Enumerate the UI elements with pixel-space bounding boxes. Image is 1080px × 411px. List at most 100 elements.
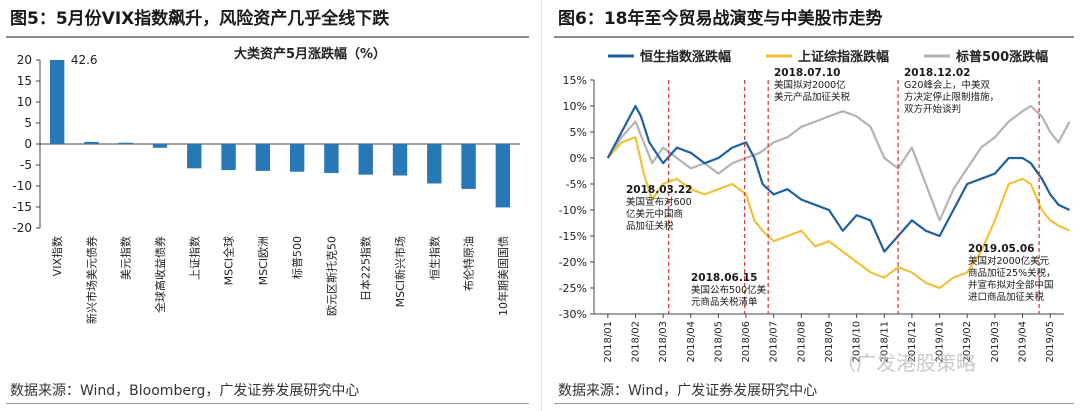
bar	[427, 144, 442, 184]
annotation-text: 美国拟对2000亿	[774, 79, 846, 91]
bar	[49, 60, 65, 144]
annotation-date: 2018.12.02	[904, 67, 970, 79]
left-figure-title: 图5：5月份VIX指数飙升，风险资产几乎全线下跌	[10, 9, 390, 29]
line-x-tick-label: 2019/03	[990, 321, 1001, 363]
line-y-tick-label: -10%	[559, 204, 587, 217]
bar-category-label: 标普500	[290, 236, 304, 279]
legend-label: 上证综指涨跌幅	[798, 49, 889, 65]
series-line	[606, 136, 1070, 290]
annotation-date: 2018.07.10	[774, 67, 840, 79]
bar-category-label: 全球高收益债券	[153, 236, 167, 313]
annotation-date: 2018.06.15	[691, 272, 757, 284]
line-y-tick-label: 0%	[570, 152, 587, 165]
annotation-text: 双方开始谈判	[904, 103, 961, 115]
bar-category-label: 欧元区斯托克50	[324, 236, 338, 316]
line-y-tick-label: -5%	[566, 178, 587, 191]
bar-chart-title: 大类资产5月涨跌幅（%）	[234, 46, 386, 62]
left-bottom-rule	[6, 403, 529, 404]
annotation-text: 品加征关税	[626, 220, 674, 232]
series-line	[606, 104, 1070, 253]
annotation-text: 商品加征25%关税，	[968, 267, 1056, 279]
annotation-date: 2018.03.22	[626, 184, 692, 196]
bar-category-label: VIX指数	[50, 236, 64, 276]
line-x-tick-label: 2018/11	[879, 321, 890, 363]
line-x-tick-label: 2019/01	[935, 321, 946, 363]
right-figure-title: 图6：18年至今贸易战演变与中美股市走势	[558, 9, 883, 29]
bar	[461, 144, 476, 189]
bar-category-label: MSCI全球	[222, 236, 236, 285]
bar-category-label: 恒生指数	[427, 236, 441, 280]
bar-category-label: 新兴市场美元债券	[84, 236, 98, 324]
bar-category-label: 上证指数	[187, 236, 201, 280]
line-x-tick-label: 2018/10	[852, 321, 863, 363]
line-x-tick-label: 2018/12	[907, 321, 918, 363]
bar-y-tick-label: -15	[12, 200, 32, 214]
right-source-note: 数据来源：Wind，广发证券发展研究中心	[558, 383, 818, 399]
bar	[84, 141, 99, 144]
bar-category-label: MSCI欧洲	[257, 236, 270, 285]
line-chart: 恒生指数涨跌幅 上证综指涨跌幅 标普500涨跌幅 15% 10% 5% 0% -5% -10% -…	[559, 49, 1071, 363]
line-x-tick-label: 2018/04	[686, 321, 697, 363]
line-x-tick-label: 2018/06	[741, 321, 752, 363]
right-bottom-rule	[554, 403, 1074, 404]
annotation-text: 美元产品加征关税	[774, 91, 851, 103]
bar-y-tick-label: 15	[17, 74, 32, 88]
annotation-text: 美国宣布对600	[626, 196, 692, 208]
bar-data-label: 42.6	[71, 53, 98, 67]
bar-category-label: 日本225指数	[359, 236, 373, 301]
bar-y-tick-label: 10	[17, 95, 32, 109]
legend-label: 恒生指数涨跌幅	[640, 49, 731, 65]
annotation-text: 元商品关税清单	[691, 296, 758, 308]
line-y-tick-label: -20%	[559, 256, 587, 269]
annotation-date: 2019.05.06	[968, 243, 1034, 255]
bar-y-tick-label: -20	[12, 221, 32, 235]
annotation-text: 进口商品加征关税	[968, 291, 1045, 303]
bar-y-tick-label: -5	[20, 158, 32, 172]
bar	[255, 144, 271, 171]
line-y-tick-label: -25%	[559, 282, 587, 295]
line-x-tick-label: 2019/05	[1045, 321, 1056, 363]
bar-category-label: 10年期美国国债	[496, 236, 510, 316]
bar-y-tick-label: 0	[24, 137, 32, 151]
panel-divider	[541, 0, 542, 411]
line-x-tick-label: 2018/08	[796, 321, 807, 363]
line-x-tick-label: 2018/02	[630, 321, 641, 363]
right-figure-panel: 图6：18年至今贸易战演变与中美股市走势 恒生指数涨跌幅 上证综指涨跌幅 标普500…	[548, 0, 1080, 411]
bar-chart: 大类资产5月涨跌幅（%） 20 15 10 5 0 -5 -10 -15 -20 VIX指数 新兴市场…	[12, 46, 520, 324]
left-title-rule	[6, 36, 529, 38]
line-y-tick-label: -30%	[559, 308, 587, 321]
bar	[495, 144, 511, 208]
annotation-text: 亿美元中国商	[626, 208, 683, 220]
line-y-tick-label: 10%	[563, 100, 587, 113]
bar	[118, 142, 133, 144]
bar-category-label: MSCI新兴市场	[393, 236, 407, 307]
bar	[289, 144, 305, 172]
series-line	[606, 104, 1071, 222]
bar-category-label: 美元指数	[119, 236, 133, 280]
line-y-tick-label: 5%	[570, 126, 587, 139]
bar	[392, 144, 408, 176]
legend-label: 标普500涨跌幅	[955, 49, 1048, 65]
bar	[152, 144, 168, 148]
line-x-tick-label: 2018/09	[824, 321, 835, 363]
watermark-text: （广发港股策略	[836, 351, 976, 375]
line-x-tick-label: 2018/03	[658, 321, 669, 363]
left-figure-panel: 图5：5月份VIX指数飙升，风险资产几乎全线下跌 大类资产5月涨跌幅（%） 20 1…	[0, 0, 535, 411]
right-title-rule	[554, 36, 1074, 38]
line-x-tick-label: 2019/02	[962, 321, 973, 363]
line-y-tick-label: -15%	[559, 230, 587, 243]
line-x-tick-label: 2018/07	[769, 321, 780, 363]
bar-y-tick-label: -10	[12, 179, 32, 193]
bar-y-tick-label: 5	[24, 116, 32, 130]
bar-category-label: 布伦特原油	[462, 236, 476, 291]
bar	[187, 144, 202, 169]
line-x-tick-label: 2018/01	[603, 321, 614, 363]
annotation-text: 美国公布500亿美	[691, 284, 767, 296]
annotation-text: 并宣布拟对全部中国	[968, 279, 1054, 291]
annotation-text: 方决定停止限制措施，	[904, 91, 999, 103]
bar	[324, 144, 339, 173]
bar-y-tick-label: 20	[17, 53, 32, 67]
annotation-text: 美国对2000亿美元	[968, 255, 1050, 267]
bar	[358, 144, 373, 175]
annotation-text: G20峰会上，中美双	[904, 79, 990, 91]
